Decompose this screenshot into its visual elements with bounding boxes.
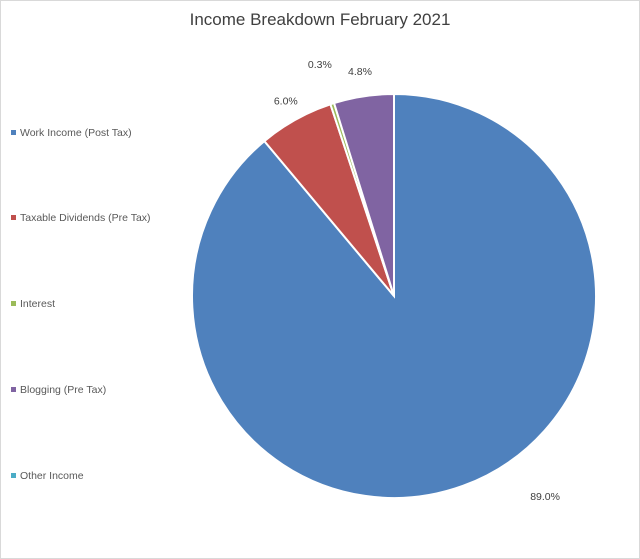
legend-label-taxable-dividends: Taxable Dividends (Pre Tax)	[20, 212, 151, 224]
data-label-2: 0.3%	[308, 59, 332, 71]
legend-swatch-taxable-dividends	[11, 215, 16, 220]
legend-item-work-income: Work Income (Post Tax)	[11, 126, 151, 140]
legend-swatch-blogging	[11, 387, 16, 392]
data-label-0: 89.0%	[530, 491, 560, 503]
data-label-1: 6.0%	[274, 96, 298, 108]
legend-item-blogging: Blogging (Pre Tax)	[11, 383, 151, 397]
legend-item-interest: Interest	[11, 297, 151, 311]
legend-label-blogging: Blogging (Pre Tax)	[20, 384, 107, 396]
legend-item-other-income: Other Income	[11, 469, 151, 483]
legend-item-taxable-dividends: Taxable Dividends (Pre Tax)	[11, 211, 151, 225]
pie-slice-3	[332, 92, 395, 297]
legend-swatch-other-income	[11, 473, 16, 478]
data-label-3: 4.8%	[348, 66, 372, 78]
legend: Work Income (Post Tax) Taxable Dividends…	[1, 1, 161, 558]
legend-label-interest: Interest	[20, 298, 56, 310]
legend-label-work-income: Work Income (Post Tax)	[20, 127, 132, 139]
legend-label-other-income: Other Income	[20, 470, 84, 482]
chart-title: Income Breakdown February 2021	[189, 10, 451, 29]
legend-swatch-work-income	[11, 130, 16, 135]
legend-swatch-interest	[11, 301, 16, 306]
